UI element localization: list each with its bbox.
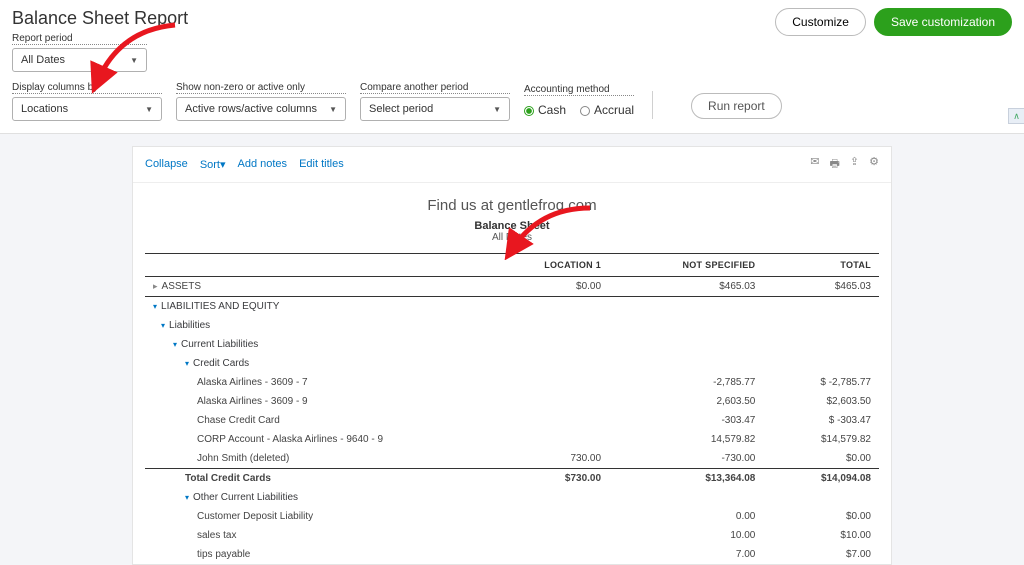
col-location1: LOCATION 1: [483, 254, 609, 277]
table-row[interactable]: sales tax10.00$10.00: [145, 526, 879, 545]
add-notes-link[interactable]: Add notes: [238, 158, 288, 171]
col-total: TOTAL: [763, 254, 879, 277]
print-icon[interactable]: 🖶: [830, 155, 840, 174]
report-period-select[interactable]: All Dates ▼: [12, 48, 147, 72]
report-panel: Collapse Sort▾ Add notes Edit titles ✉ 🖶…: [132, 146, 892, 565]
table-row[interactable]: ▾Liabilities: [145, 316, 879, 335]
page-title: Balance Sheet Report: [12, 8, 188, 29]
compare-select[interactable]: Select period ▼: [360, 97, 510, 121]
export-icon[interactable]: ⇪: [850, 155, 859, 174]
compare-label: Compare another period: [360, 82, 510, 94]
table-row[interactable]: ▸ASSETS $0.00 $465.03 $465.03: [145, 277, 879, 297]
divider: [652, 91, 653, 119]
collapse-icon: ▾: [173, 340, 177, 349]
save-customization-button[interactable]: Save customization: [874, 8, 1012, 36]
table-row[interactable]: tips payable7.00$7.00: [145, 545, 879, 564]
email-icon[interactable]: ✉: [810, 155, 819, 174]
table-row[interactable]: ▾LIABILITIES AND EQUITY: [145, 297, 879, 317]
chevron-down-icon: ▼: [329, 105, 337, 114]
sort-link[interactable]: Sort▾: [200, 158, 226, 171]
nonzero-select[interactable]: Active rows/active columns ▼: [176, 97, 346, 121]
table-row[interactable]: CORP Account - Alaska Airlines - 9640 - …: [145, 430, 879, 449]
display-columns-value: Locations: [21, 103, 68, 115]
chevron-down-icon: ▼: [493, 105, 501, 114]
nonzero-value: Active rows/active columns: [185, 103, 317, 115]
report-name: Balance Sheet: [133, 220, 891, 232]
collapse-icon: ▾: [185, 493, 189, 502]
display-columns-select[interactable]: Locations ▼: [12, 97, 162, 121]
expand-icon: ▸: [153, 281, 158, 291]
report-table: LOCATION 1 NOT SPECIFIED TOTAL ▸ASSETS $…: [145, 253, 879, 564]
table-row[interactable]: ▾Other Current Liabilities: [145, 488, 879, 507]
display-columns-label: Display columns by: [12, 82, 162, 94]
accrual-radio[interactable]: Accrual: [580, 103, 634, 117]
radio-on-icon: [524, 106, 534, 116]
radio-off-icon: [580, 106, 590, 116]
table-row[interactable]: ▾Credit Cards: [145, 354, 879, 373]
collapse-icon: ▾: [161, 321, 165, 330]
table-row[interactable]: John Smith (deleted)730.00-730.00$0.00: [145, 449, 879, 469]
chevron-down-icon: ▼: [145, 105, 153, 114]
report-dates: All Dates: [133, 232, 891, 243]
table-row[interactable]: Total Credit Cards$730.00$13,364.08$14,0…: [145, 469, 879, 489]
col-not-specified: NOT SPECIFIED: [609, 254, 763, 277]
table-row[interactable]: Alaska Airlines - 3609 - 7-2,785.77$ -2,…: [145, 373, 879, 392]
collapse-icon: ▾: [153, 302, 157, 311]
report-period-value: All Dates: [21, 54, 65, 66]
settings-icon[interactable]: ⚙: [869, 155, 879, 174]
table-row[interactable]: ▾Current Liabilities: [145, 335, 879, 354]
collapse-link[interactable]: Collapse: [145, 158, 188, 171]
company-name: Find us at gentlefrog.com: [133, 197, 891, 214]
table-row[interactable]: Customer Deposit Liability0.00$0.00: [145, 507, 879, 526]
edit-titles-link[interactable]: Edit titles: [299, 158, 344, 171]
chevron-down-icon: ▼: [130, 56, 138, 65]
run-report-button[interactable]: Run report: [691, 93, 782, 119]
nonzero-label: Show non-zero or active only: [176, 82, 346, 94]
customize-button[interactable]: Customize: [775, 8, 866, 36]
table-row[interactable]: Alaska Airlines - 3609 - 92,603.50$2,603…: [145, 392, 879, 411]
table-row[interactable]: Chase Credit Card-303.47$ -303.47: [145, 411, 879, 430]
scroll-up-icon[interactable]: ∧: [1008, 108, 1024, 124]
collapse-icon: ▾: [185, 359, 189, 368]
accounting-method-label: Accounting method: [524, 84, 634, 96]
compare-value: Select period: [369, 103, 433, 115]
cash-radio[interactable]: Cash: [524, 103, 566, 117]
report-period-label: Report period: [12, 33, 147, 45]
